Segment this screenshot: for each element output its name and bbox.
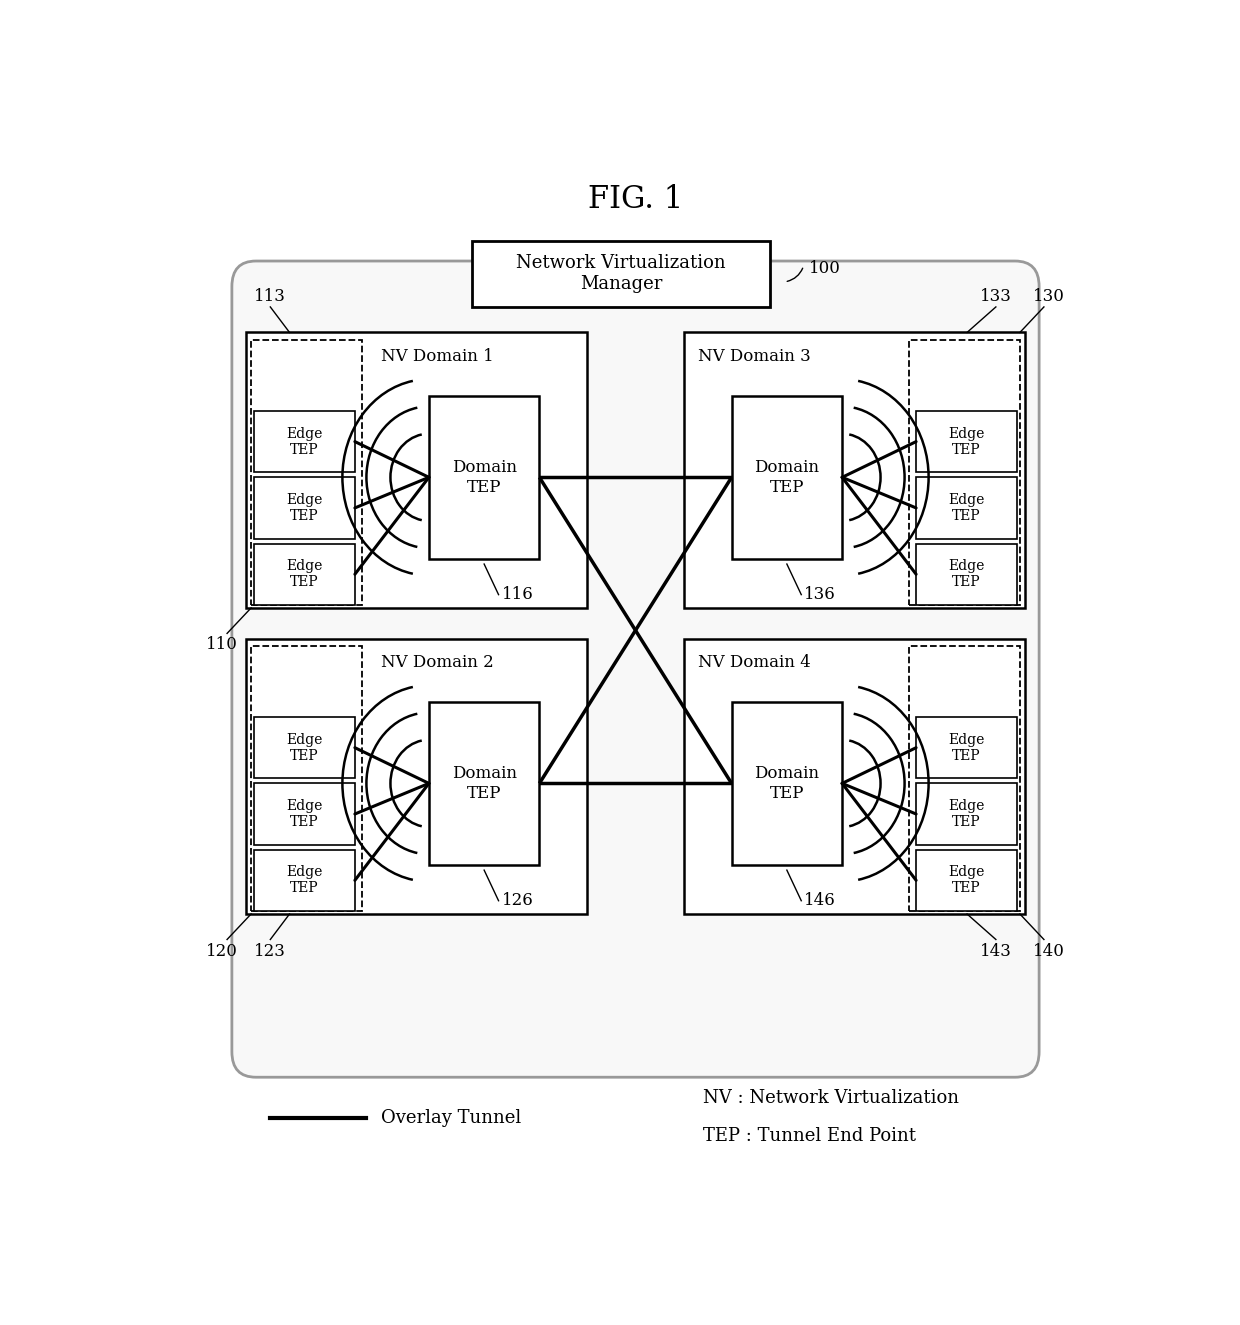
Text: Edge
TEP: Edge TEP xyxy=(286,559,322,590)
Text: 100: 100 xyxy=(808,260,841,277)
Bar xyxy=(916,411,1017,472)
Bar xyxy=(429,702,539,865)
FancyBboxPatch shape xyxy=(232,261,1039,1077)
Text: Network Virtualization
Manager: Network Virtualization Manager xyxy=(516,254,725,293)
Bar xyxy=(683,333,1024,608)
Text: NV Domain 1: NV Domain 1 xyxy=(381,347,494,364)
Bar xyxy=(254,849,355,910)
Bar xyxy=(254,717,355,778)
Text: 110: 110 xyxy=(206,636,238,653)
Text: Edge
TEP: Edge TEP xyxy=(949,559,985,590)
Text: 120: 120 xyxy=(206,942,238,959)
Text: 143: 143 xyxy=(980,942,1012,959)
Text: NV Domain 4: NV Domain 4 xyxy=(698,653,811,670)
Bar xyxy=(250,339,362,604)
Text: NV Domain 3: NV Domain 3 xyxy=(698,347,811,364)
Bar xyxy=(472,241,770,307)
Text: Edge
TEP: Edge TEP xyxy=(949,733,985,763)
Text: Edge
TEP: Edge TEP xyxy=(949,865,985,896)
Text: Edge
TEP: Edge TEP xyxy=(286,493,322,523)
Bar xyxy=(916,783,1017,844)
Bar xyxy=(254,477,355,538)
Text: Edge
TEP: Edge TEP xyxy=(949,427,985,457)
Text: Edge
TEP: Edge TEP xyxy=(949,799,985,829)
Bar xyxy=(909,339,1019,604)
Text: Edge
TEP: Edge TEP xyxy=(286,865,322,896)
Bar xyxy=(247,333,588,608)
Bar xyxy=(254,543,355,604)
Text: FIG. 1: FIG. 1 xyxy=(588,184,683,215)
Text: Domain
TEP: Domain TEP xyxy=(754,765,820,802)
Bar xyxy=(909,645,1019,910)
Text: Edge
TEP: Edge TEP xyxy=(286,733,322,763)
Text: 130: 130 xyxy=(1033,288,1065,305)
Bar xyxy=(916,477,1017,538)
Text: Domain
TEP: Domain TEP xyxy=(451,458,517,496)
Bar xyxy=(254,411,355,472)
Text: Edge
TEP: Edge TEP xyxy=(286,427,322,457)
Text: 116: 116 xyxy=(501,586,533,603)
Text: NV : Network Virtualization: NV : Network Virtualization xyxy=(703,1089,959,1106)
Text: Edge
TEP: Edge TEP xyxy=(949,493,985,523)
Text: TEP : Tunnel End Point: TEP : Tunnel End Point xyxy=(703,1128,916,1145)
Text: 136: 136 xyxy=(805,586,836,603)
Text: 113: 113 xyxy=(254,288,286,305)
Text: 133: 133 xyxy=(980,288,1012,305)
Bar xyxy=(916,717,1017,778)
Text: Domain
TEP: Domain TEP xyxy=(754,458,820,496)
Text: NV Domain 2: NV Domain 2 xyxy=(381,653,494,670)
Bar xyxy=(732,702,842,865)
Bar xyxy=(916,543,1017,604)
Text: 126: 126 xyxy=(501,892,533,909)
Bar xyxy=(429,396,539,559)
Bar xyxy=(250,645,362,910)
Bar xyxy=(683,639,1024,914)
Text: Domain
TEP: Domain TEP xyxy=(451,765,517,802)
Text: Overlay Tunnel: Overlay Tunnel xyxy=(381,1109,521,1128)
Text: 146: 146 xyxy=(805,892,836,909)
Bar xyxy=(732,396,842,559)
Text: 123: 123 xyxy=(254,942,286,959)
Text: 140: 140 xyxy=(1033,942,1065,959)
Bar xyxy=(916,849,1017,910)
Bar xyxy=(247,639,588,914)
Bar xyxy=(254,783,355,844)
Text: Edge
TEP: Edge TEP xyxy=(286,799,322,829)
